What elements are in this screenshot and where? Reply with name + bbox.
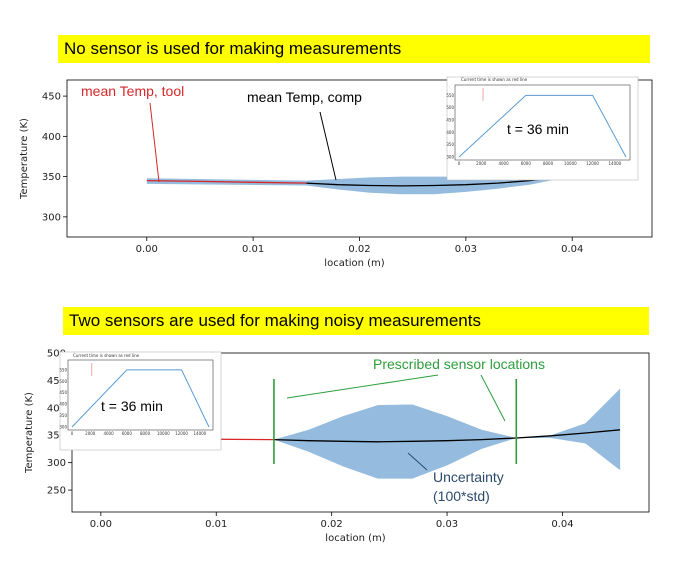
x-tick-label: 0.02 (348, 244, 370, 255)
inset-x-tick-label: 4000 (103, 431, 114, 436)
x-tick-label: 0.03 (455, 244, 477, 255)
inset-title: Current time is shown as red line (461, 77, 528, 82)
inset-x-tick-label: 14000 (608, 161, 621, 166)
chart-panel-1: 0.00 0.01 0.02 0.03 0.04 300 350 400 450 location… (19, 76, 653, 269)
y-tick-label: 400 (47, 403, 66, 414)
inset-x-tick-label: 4000 (498, 161, 509, 166)
y-tick-label: 250 (47, 486, 66, 497)
y-tick-label: 450 (42, 92, 61, 103)
inset-x-tick-label: 0 (71, 431, 74, 436)
inset-y-tick-label: 450 (59, 390, 67, 395)
inset-time-label: t = 36 min (101, 398, 163, 414)
inset-y-tick-label: 300 (446, 155, 454, 160)
inset-y-tick-label: 350 (59, 413, 67, 418)
inset-y-tick-label: 500 (59, 379, 67, 384)
inset-x-tick-label: 8000 (543, 161, 554, 166)
inset-chart: Current time is shown as red line 0 2000 40… (446, 76, 639, 181)
y-tick-label: 300 (42, 212, 61, 223)
inset-x-tick-label: 6000 (122, 431, 133, 436)
inset-x-tick-label: 6000 (521, 161, 532, 166)
comp-annotation-label: mean Temp, comp (247, 89, 362, 105)
x-axis-label: location (m) (325, 533, 385, 544)
uncertainty-label: Uncertainty (433, 469, 504, 485)
inset-frame (454, 84, 631, 161)
chart-panel-2: 0.00 0.01 0.02 0.03 0.04250300350400450500lo… (24, 349, 650, 544)
y-tick-label: 500 (47, 349, 66, 360)
y-tick-label: 350 (42, 172, 61, 183)
x-axis-label: location (m) (324, 258, 384, 269)
uncertainty-band (273, 388, 621, 479)
inset-y-tick-label: 400 (59, 402, 67, 407)
x-tick-label: 0.04 (561, 244, 583, 255)
y-axis-label: Temperature (K) (24, 392, 35, 474)
y-tick-label: 400 (42, 132, 61, 143)
inset-time-label: t = 36 min (507, 121, 569, 137)
inset-y-tick-label: 400 (446, 130, 454, 135)
inset-y-tick-label: 300 (59, 425, 67, 430)
inset-x-tick-label: 10000 (564, 161, 577, 166)
x-tick-label: 0.00 (136, 244, 158, 255)
inset-y-tick-label: 550 (446, 93, 454, 98)
y-tick-label: 450 (47, 376, 66, 387)
banner-two-sensors: Two sensors are used for making noisy me… (63, 307, 649, 335)
y-tick-label: 300 (47, 458, 66, 469)
inset-y-tick-label: 500 (446, 105, 454, 110)
inset-temperature-profile (71, 369, 210, 428)
y-tick-label: 350 (47, 431, 66, 442)
uncertainty-pointer (407, 452, 428, 471)
banner-no-sensor: No sensor is used for making measurement… (58, 35, 650, 63)
inset-background (59, 351, 222, 451)
comp-annotation-pointer (319, 111, 337, 181)
x-tick-label: 0.04 (551, 519, 573, 530)
inset-x-tick-label: 2000 (476, 161, 487, 166)
sensor-pointer-right (480, 374, 506, 422)
inset-title: Current time is shown as red line (73, 353, 140, 358)
x-tick-label: 0.01 (205, 519, 227, 530)
inset-y-tick-label: 450 (446, 118, 454, 123)
inset-x-tick-label: 12000 (586, 161, 599, 166)
tool-annotation-label: mean Temp, tool (81, 83, 184, 99)
x-tick-label: 0.03 (436, 519, 458, 530)
inset-x-tick-label: 0 (458, 161, 461, 166)
inset-x-tick-label: 2000 (85, 431, 96, 436)
inset-y-tick-label: 550 (59, 367, 67, 372)
inset-x-tick-label: 10000 (157, 431, 170, 436)
inset-chart: Current time is shown as red line 0 2000 40… (59, 351, 222, 451)
uncertainty-scale-label: (100*std) (433, 488, 490, 504)
inset-temperature-profile (458, 94, 627, 158)
inset-x-tick-label: 12000 (175, 431, 188, 436)
x-tick-label: 0.00 (90, 519, 112, 530)
tool-annotation-pointer (149, 102, 160, 183)
sensor-pointer-left (286, 374, 439, 399)
inset-x-tick-label: 8000 (140, 431, 151, 436)
inset-background (446, 76, 639, 181)
uncertainty-band (306, 167, 626, 195)
comp-mean-line (273, 429, 621, 443)
inset-x-tick-label: 14000 (193, 431, 206, 436)
inset-frame (67, 359, 214, 431)
tool-mean-line (146, 179, 307, 184)
x-tick-label: 0.02 (321, 519, 343, 530)
inset-y-tick-label: 350 (446, 142, 454, 147)
y-axis-label: Temperature (K) (19, 118, 30, 200)
x-tick-label: 0.01 (242, 244, 264, 255)
sensor-annotation-label: Prescribed sensor locations (373, 356, 545, 372)
